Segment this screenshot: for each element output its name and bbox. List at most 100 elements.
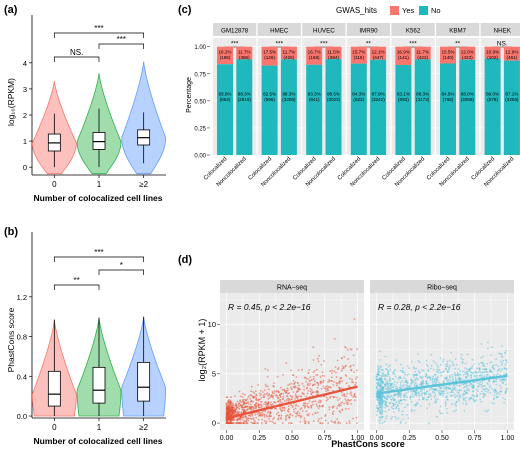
x-tick-label: 1	[97, 423, 102, 432]
scatter-point	[505, 373, 508, 375]
bar-yes	[484, 46, 501, 59]
bar-yes-pct: 17.5%	[263, 50, 276, 55]
scatter-point	[486, 410, 488, 413]
scatter-point	[303, 402, 306, 405]
scatter-point	[451, 373, 454, 376]
scatter-point	[339, 380, 342, 383]
scatter-point	[418, 398, 421, 401]
scatter-point	[394, 415, 397, 418]
scatter-point	[353, 399, 356, 402]
scatter-point	[481, 374, 483, 376]
scatter-point	[353, 318, 356, 320]
scatter-point	[485, 368, 488, 371]
scatter-point	[388, 376, 391, 379]
scatter-point	[495, 374, 498, 376]
scatter-point	[503, 367, 506, 370]
bar-yes-n: (447)	[373, 55, 384, 60]
y-tick-label: 3	[23, 85, 27, 94]
scatter-point	[356, 348, 358, 350]
scatter-point	[431, 391, 434, 393]
scatter-point	[433, 388, 436, 391]
scatter-point	[292, 374, 294, 376]
scatter-point	[451, 403, 453, 406]
bar-yes-n: (102)	[487, 55, 498, 60]
scatter-point	[379, 390, 382, 393]
scatter-point	[385, 400, 388, 403]
scatter-point	[310, 392, 313, 395]
bar-no-n: (622)	[353, 97, 364, 102]
scatter-point	[466, 391, 469, 394]
scatter-point	[389, 382, 392, 385]
scatter-point	[407, 365, 409, 367]
scatter-point	[435, 381, 437, 384]
scatter-point	[487, 341, 489, 344]
scatter-point	[436, 377, 439, 379]
scatter-point	[402, 383, 405, 386]
scatter-point	[323, 360, 325, 362]
scatter-point	[329, 370, 331, 373]
scatter-point	[421, 369, 423, 371]
scatter-point	[295, 376, 298, 378]
scatter-point	[449, 365, 451, 367]
scatter-point	[332, 410, 335, 413]
scatter-point	[341, 365, 344, 367]
scatter-point	[380, 400, 382, 402]
scatter-point	[255, 394, 258, 397]
scatter-point	[295, 403, 298, 406]
scatter-point	[227, 402, 230, 404]
scatter-point	[261, 418, 263, 421]
scatter-point	[248, 405, 251, 408]
scatter-point	[447, 368, 450, 371]
scatter-point	[461, 383, 464, 385]
scatter-point	[289, 394, 292, 397]
scatter-point	[235, 422, 238, 424]
scatter-point	[428, 376, 430, 378]
scatter-point	[445, 368, 447, 371]
scatter-point	[325, 390, 327, 393]
scatter-point	[499, 384, 501, 387]
scatter-point	[378, 377, 381, 379]
scatter-point	[289, 413, 292, 416]
scatter-point	[344, 407, 347, 410]
scatter-point	[290, 387, 293, 390]
scatter-point	[437, 366, 440, 368]
scatter-point	[345, 382, 348, 385]
scatter-point	[331, 376, 333, 379]
scatter-point	[338, 410, 341, 412]
scatter-point	[243, 393, 246, 396]
scatter-point	[375, 386, 378, 388]
scatter-point	[379, 409, 381, 411]
scatter-point	[330, 380, 333, 382]
scatter-point	[410, 400, 413, 403]
scatter-point	[280, 392, 283, 395]
scatter-point	[425, 381, 428, 383]
scatter-point	[336, 407, 338, 409]
scatter-point	[227, 422, 230, 424]
scatter-point	[283, 409, 286, 412]
scatter-point	[435, 389, 438, 392]
scatter-point	[404, 406, 406, 409]
scatter-point	[282, 395, 285, 398]
scatter-point	[403, 393, 406, 396]
scatter-point	[475, 399, 478, 402]
scatter-point	[389, 402, 391, 405]
scatter-point	[340, 391, 343, 394]
bar-yes-n: (423)	[462, 55, 473, 60]
panel-d-label: (d)	[178, 254, 192, 266]
scatter-point	[485, 387, 487, 390]
scatter-point	[454, 403, 456, 405]
scatter-point	[334, 366, 337, 368]
scatter-point	[326, 385, 329, 387]
scatter-point	[445, 387, 448, 389]
scatter-point	[414, 404, 417, 406]
bar-yes	[395, 46, 412, 65]
scatter-point	[352, 364, 355, 367]
scatter-point	[315, 373, 318, 376]
scatter-point	[421, 392, 423, 394]
scatter-point	[427, 365, 429, 367]
x-tick-label: 0.25	[402, 435, 416, 442]
scatter-point	[431, 377, 434, 380]
scatter-point	[491, 401, 493, 404]
scatter-point	[291, 422, 293, 424]
scatter-point	[441, 392, 444, 395]
